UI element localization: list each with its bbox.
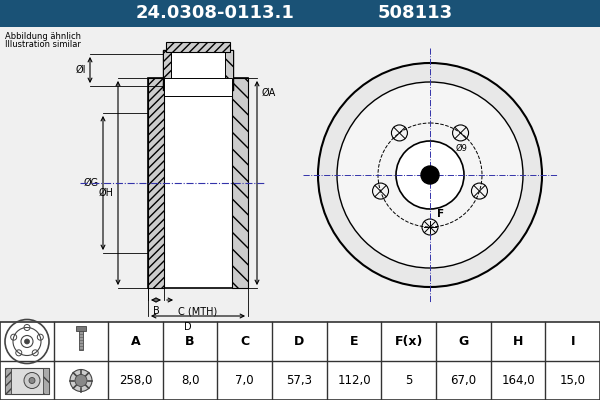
- Text: H: H: [513, 335, 523, 348]
- Bar: [0, 0, 600, 27]
- Text: B: B: [185, 335, 195, 348]
- Text: 5: 5: [405, 374, 412, 387]
- Text: ØA: ØA: [262, 88, 276, 98]
- Bar: [0, 322, 600, 400]
- Bar: [232, 78, 248, 288]
- Text: Abbildung ähnlich: Abbildung ähnlich: [5, 32, 81, 41]
- Text: 57,3: 57,3: [286, 374, 313, 387]
- Bar: [166, 42, 230, 52]
- Circle shape: [70, 370, 92, 392]
- Circle shape: [318, 63, 542, 287]
- Bar: [148, 78, 164, 288]
- Text: E: E: [350, 335, 358, 348]
- Text: B: B: [152, 306, 160, 316]
- Bar: [225, 50, 233, 90]
- Text: F: F: [437, 209, 444, 219]
- Text: ØG: ØG: [84, 178, 99, 188]
- Circle shape: [421, 166, 439, 184]
- Text: C (MTH): C (MTH): [178, 306, 217, 316]
- Text: 7,0: 7,0: [235, 374, 254, 387]
- Text: Illustration similar: Illustration similar: [5, 40, 81, 49]
- Text: D: D: [184, 322, 192, 332]
- Bar: [163, 50, 171, 90]
- Text: G: G: [458, 335, 469, 348]
- Text: C: C: [240, 335, 249, 348]
- Circle shape: [366, 111, 494, 239]
- Text: ØE: ØE: [435, 180, 448, 189]
- Text: D: D: [294, 335, 304, 348]
- Text: I: I: [571, 335, 575, 348]
- Text: Ø100: Ø100: [433, 182, 442, 202]
- Text: Ø9: Ø9: [455, 144, 467, 153]
- Bar: [148, 78, 248, 288]
- Text: F(x): F(x): [394, 335, 423, 348]
- Bar: [164, 78, 232, 96]
- Bar: [5, 368, 49, 394]
- Text: 508113: 508113: [377, 4, 452, 22]
- Text: 67,0: 67,0: [450, 374, 476, 387]
- Circle shape: [25, 339, 29, 344]
- Circle shape: [24, 372, 40, 388]
- Text: 8,0: 8,0: [181, 374, 199, 387]
- Text: 164,0: 164,0: [501, 374, 535, 387]
- Text: A: A: [131, 335, 140, 348]
- Bar: [171, 50, 225, 92]
- Text: 15,0: 15,0: [560, 374, 586, 387]
- Text: 258,0: 258,0: [119, 374, 152, 387]
- Bar: [163, 50, 233, 90]
- Bar: [79, 330, 83, 350]
- Text: 24.0308-0113.1: 24.0308-0113.1: [136, 4, 295, 22]
- Circle shape: [337, 82, 523, 268]
- Circle shape: [396, 141, 464, 209]
- Text: 112,0: 112,0: [337, 374, 371, 387]
- Bar: [43, 368, 49, 394]
- Bar: [5, 368, 11, 394]
- Circle shape: [75, 374, 87, 386]
- Circle shape: [29, 378, 35, 384]
- Bar: [76, 326, 86, 330]
- Text: ØH: ØH: [99, 188, 114, 198]
- Text: ØI: ØI: [76, 65, 86, 75]
